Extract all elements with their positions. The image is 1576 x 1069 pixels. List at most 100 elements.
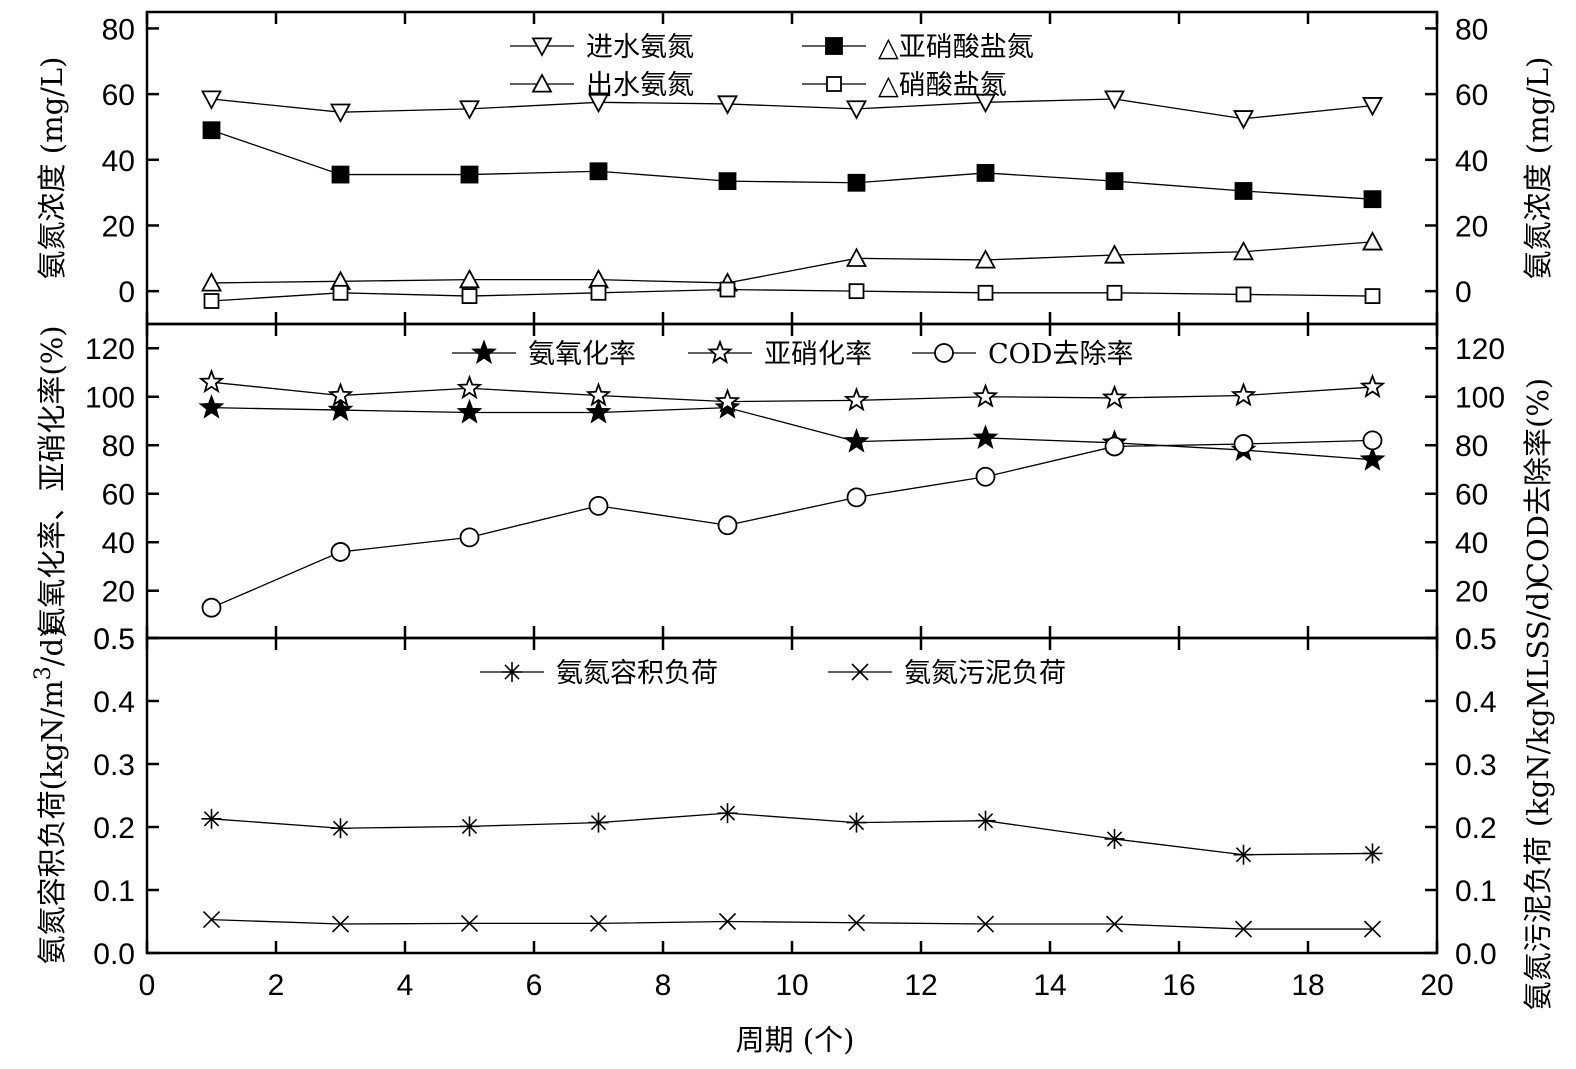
y-axis-label-left-bottom: 氨氮容积负荷(kgN/m3/d) — [31, 627, 69, 965]
y-axis-label-left-top: 氨氮浓度 (mg/L) — [35, 57, 69, 280]
data-point-top-3-1 — [332, 284, 349, 301]
legend-marker-middle-2 — [934, 343, 954, 363]
x-tick-label-7: 14 — [1033, 969, 1066, 1002]
legend-marker-top-0 — [531, 37, 553, 57]
series-line-top-0 — [211, 98, 1373, 120]
data-point-top-1-5 — [847, 173, 866, 192]
y-tick-label-left-top-4: 80 — [102, 13, 135, 46]
data-point-top-1-9 — [1363, 190, 1382, 209]
y-tick-label-right-middle-1: 20 — [1455, 576, 1488, 609]
data-point-middle-0-1 — [327, 396, 354, 422]
data-point-bottom-0-4 — [717, 803, 738, 824]
data-point-bottom-1-1 — [331, 915, 350, 933]
x-tick-label-6: 12 — [904, 969, 937, 1002]
data-point-top-2-7 — [1103, 244, 1126, 264]
legend-marker-middle-0 — [471, 339, 497, 364]
legend-item-middle-1: 亚硝化率 — [688, 339, 872, 370]
legend-bottom: 氨氮容积负荷 氨氮污泥负荷 — [480, 658, 1066, 689]
y-tick-label-right-bottom-0: 0.0 — [1455, 938, 1497, 971]
series-line-top-1 — [211, 129, 1373, 200]
series-line-top-2 — [211, 241, 1373, 284]
data-point-top-3-6 — [977, 284, 994, 301]
data-point-bottom-0-3 — [588, 812, 609, 833]
x-tick-label-9: 18 — [1291, 969, 1324, 1002]
data-point-middle-2-0 — [201, 597, 222, 618]
data-point-bottom-1-7 — [1105, 915, 1124, 933]
y-axis-label-right-top: 氨氮浓度 (mg/L) — [1521, 57, 1555, 280]
legend-item-middle-0: 氨氧化率 — [452, 339, 636, 370]
data-point-middle-2-6 — [975, 466, 996, 487]
y-tick-label-right-bottom-2: 0.2 — [1455, 812, 1497, 845]
data-point-top-1-1 — [331, 165, 350, 184]
legend-marker-middle-1 — [707, 339, 733, 364]
y-tick-label-right-middle-3: 60 — [1455, 479, 1488, 512]
data-point-bottom-1-2 — [460, 914, 479, 932]
data-point-top-3-0 — [203, 293, 220, 309]
data-point-top-0-7 — [1103, 90, 1126, 110]
data-point-bottom-0-9 — [1362, 843, 1383, 864]
panel-bottom: 0.0 0.0 0.1 0.1 0.2 0.2 0.3 0.3 0.4 0.4 0.5 0.5 氨氮容积… — [31, 581, 1555, 1011]
data-point-top-3-7 — [1106, 284, 1123, 301]
y-tick-label-left-bottom-0: 0.0 — [93, 938, 135, 971]
series-middle-2 — [201, 430, 1383, 618]
y-tick-label-right-bottom-4: 0.4 — [1455, 686, 1497, 719]
legend-label-top-2: 出水氨氮 — [586, 70, 694, 101]
y-tick-label-right-middle-6: 120 — [1455, 333, 1505, 366]
series-top-3 — [203, 281, 1381, 309]
data-point-bottom-0-5 — [846, 812, 867, 833]
data-point-middle-1-5 — [843, 386, 870, 412]
y-tick-label-left-top-3: 60 — [102, 79, 135, 112]
data-point-bottom-0-6 — [975, 810, 996, 831]
data-point-bottom-1-6 — [976, 915, 995, 933]
data-point-middle-1-7 — [1101, 384, 1128, 409]
data-point-top-3-2 — [461, 288, 478, 304]
data-point-top-3-3 — [590, 284, 607, 301]
data-point-bottom-0-1 — [330, 818, 351, 839]
data-point-middle-1-0 — [198, 368, 225, 394]
data-point-middle-1-9 — [1359, 373, 1386, 399]
data-point-bottom-0-2 — [459, 816, 480, 837]
data-point-top-2-0 — [200, 272, 223, 292]
y-tick-label-right-middle-0: 0.5 — [1455, 623, 1497, 656]
data-point-top-0-1 — [329, 103, 352, 124]
y-tick-label-left-bottom-3: 0.3 — [93, 749, 135, 782]
legend-marker-top-1 — [825, 37, 843, 55]
legend-middle: 氨氧化率 亚硝化率 COD去除率 — [452, 339, 1133, 370]
y-tick-label-left-top-0: 0 — [118, 276, 135, 309]
panel-frame-middle — [145, 322, 1439, 640]
data-point-middle-2-7 — [1104, 436, 1125, 457]
panel-top: 0 0 20 20 40 40 60 60 80 80 氨氮浓度 (mg/L) 氨氮浓度 (mg/L)… — [35, 10, 1555, 326]
y-tick-label-left-bottom-5: 0.5 — [93, 623, 135, 656]
data-point-middle-2-5 — [846, 487, 867, 508]
legend-label-middle-1: 亚硝化率 — [764, 339, 872, 370]
y-tick-label-right-middle-5: 100 — [1455, 382, 1505, 415]
x-tick-label-1: 2 — [268, 969, 285, 1002]
data-point-middle-0-9 — [1359, 446, 1386, 471]
legend-label-bottom-1: 氨氮污泥负荷 — [904, 658, 1066, 689]
data-point-middle-1-8 — [1230, 381, 1257, 407]
legend-marker-bottom-0 — [502, 662, 522, 682]
legend-label-top-0: 进水氨氮 — [586, 32, 694, 63]
data-point-middle-1-4 — [714, 388, 741, 413]
x-axis-label: 周期 (个) — [736, 1023, 855, 1057]
series-line-middle-2 — [211, 439, 1373, 609]
data-point-top-0-5 — [845, 100, 868, 120]
x-tick-label-2: 4 — [397, 969, 414, 1002]
legend-label-bottom-0: 氨氮容积负荷 — [556, 658, 718, 689]
data-point-top-2-2 — [458, 268, 481, 289]
y-axis-label-right-middle: COD去除率(%) — [1521, 378, 1555, 584]
x-axis: 0 2 4 6 8 10 12 14 16 18 20 — [139, 969, 1454, 1002]
series-top-1 — [202, 121, 1382, 209]
data-point-middle-2-3 — [588, 495, 609, 516]
y-tick-label-left-middle-2: 40 — [102, 527, 135, 560]
data-point-middle-1-6 — [972, 383, 999, 408]
data-point-top-1-8 — [1234, 182, 1253, 200]
y-tick-label-left-middle-0: 0.5 — [93, 623, 135, 656]
data-point-top-3-8 — [1235, 286, 1252, 303]
y-tick-label-right-bottom-1: 0.1 — [1455, 875, 1497, 908]
data-point-top-1-0 — [202, 121, 221, 140]
data-point-top-2-8 — [1232, 240, 1255, 261]
